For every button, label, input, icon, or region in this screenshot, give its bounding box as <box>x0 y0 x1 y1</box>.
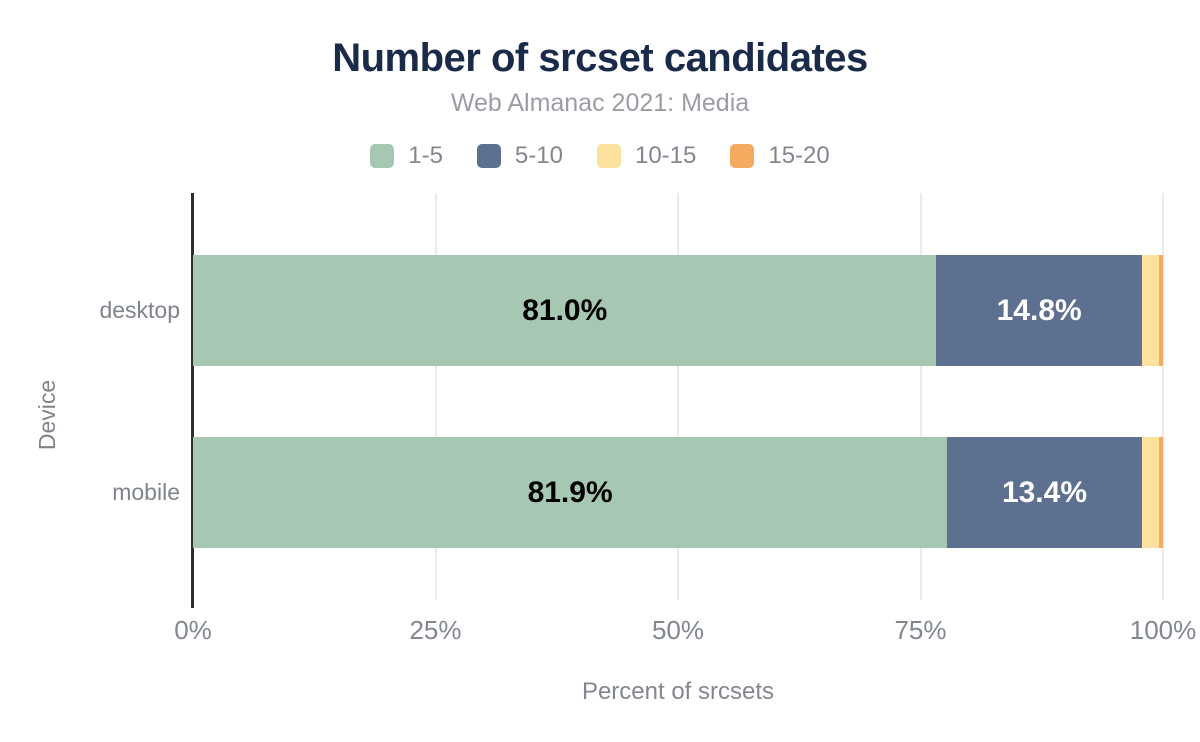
x-axis-tick-label: 50% <box>651 615 705 645</box>
bar-segment-desktop-1-5[interactable]: 81.0% <box>193 255 937 366</box>
legend-item-1-5[interactable]: 1-5 <box>370 142 443 170</box>
bar-segment-label: 14.8% <box>996 293 1082 327</box>
category-labels: desktop mobile <box>0 193 180 600</box>
x-axis-title: Percent of srcsets <box>581 678 775 705</box>
bar-segment-mobile-15-20[interactable] <box>1158 437 1163 548</box>
bar-segment-mobile-5-10[interactable]: 13.4% <box>947 437 1142 548</box>
legend-label: 10-15 <box>634 142 697 169</box>
gridline <box>919 193 922 600</box>
y-axis-title: Device <box>34 379 60 451</box>
legend-swatch-icon <box>476 144 501 168</box>
plot-area: 81.0% 14.8% 81.9% 13.4% <box>191 193 1164 608</box>
legend-label: 1-5 <box>408 142 443 169</box>
x-axis-tick-label: 100% <box>1129 615 1197 645</box>
x-axis-tick-label: 75% <box>894 615 947 645</box>
legend-label: 5-10 <box>514 142 563 169</box>
gridline <box>434 193 437 600</box>
legend-swatch-icon <box>730 144 755 168</box>
bar-row-desktop: 81.0% 14.8% <box>193 255 1163 366</box>
legend-swatch-icon <box>370 144 395 168</box>
chart-subtitle: Web Almanac 2021: Media <box>450 89 750 117</box>
bar-segment-desktop-5-10[interactable]: 14.8% <box>936 255 1142 366</box>
x-axis-tick-label: 25% <box>409 615 462 645</box>
bar-segment-label: 81.9% <box>527 475 613 509</box>
bar-segment-desktop-10-15[interactable] <box>1141 255 1159 366</box>
chart-title: Number of srcset candidates <box>332 36 868 80</box>
bar-segment-desktop-15-20[interactable] <box>1158 255 1163 366</box>
bar-segment-label: 81.0% <box>522 293 608 327</box>
legend-item-10-15[interactable]: 10-15 <box>596 142 697 170</box>
category-label-mobile: mobile <box>112 479 180 505</box>
legend-item-15-20[interactable]: 15-20 <box>730 142 830 170</box>
bar-row-mobile: 81.9% 13.4% <box>193 437 1163 548</box>
bar-segment-mobile-1-5[interactable]: 81.9% <box>193 437 948 548</box>
bar-segment-label: 13.4% <box>1001 475 1088 509</box>
category-label-desktop: desktop <box>99 297 180 323</box>
legend-item-5-10[interactable]: 5-10 <box>476 142 563 170</box>
x-axis-tick-label: 0% <box>174 615 212 645</box>
gridline <box>677 193 679 600</box>
y-axis-line <box>191 193 194 608</box>
bar-segment-mobile-10-15[interactable] <box>1141 437 1159 548</box>
x-axis-ticks: 0% 25% 50% 75% 100% <box>174 615 1196 647</box>
gridline <box>1162 193 1164 600</box>
legend-swatch-icon <box>596 144 621 168</box>
legend: 1-5 5-10 10-15 15-20 <box>0 142 1200 170</box>
legend-label: 15-20 <box>768 142 830 169</box>
